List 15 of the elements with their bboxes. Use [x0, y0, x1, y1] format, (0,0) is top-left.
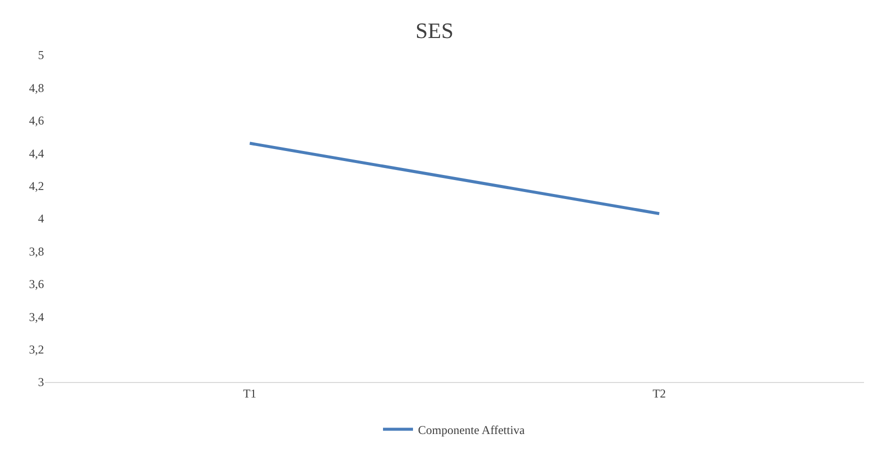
x-tick-label: T1 — [243, 386, 256, 400]
y-tick-label: 3,4 — [29, 310, 44, 324]
y-tick-label: 4,4 — [29, 146, 44, 160]
legend-label: Componente Affettiva — [418, 422, 526, 437]
y-tick-label: 3 — [38, 375, 44, 390]
chart-title: SES — [416, 18, 454, 43]
y-tick-label: 4,6 — [29, 114, 44, 128]
y-tick-label: 4,2 — [29, 179, 44, 193]
y-tick-label: 4 — [38, 212, 44, 226]
y-tick-label: 3,2 — [29, 342, 44, 356]
y-tick-label: 5 — [38, 48, 44, 62]
x-tick-label: T2 — [652, 386, 666, 400]
y-tick-label: 3,6 — [29, 277, 44, 292]
y-tick-label: 4,8 — [29, 80, 44, 95]
y-tick-label: 3,8 — [29, 244, 44, 258]
